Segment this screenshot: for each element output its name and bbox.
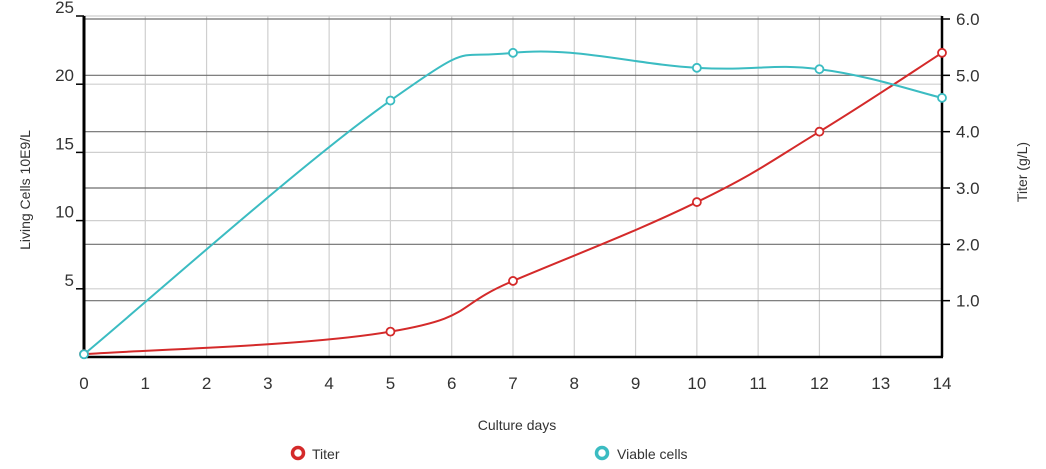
data-point-viable-cells[interactable] bbox=[814, 64, 825, 75]
data-point-viable-cells[interactable] bbox=[937, 92, 947, 103]
y-right-tick-label: 2.0 bbox=[956, 235, 980, 254]
right-axis-gridlines bbox=[84, 18, 942, 302]
data-point-titer[interactable] bbox=[385, 326, 396, 337]
x-tick-label: 2 bbox=[202, 374, 211, 393]
right-y-axis-title: Titer (g/L) bbox=[1014, 142, 1030, 202]
x-tick-label: 11 bbox=[749, 374, 767, 393]
legend-marker-viable-cells bbox=[594, 445, 610, 461]
x-tick-label: 6 bbox=[447, 374, 456, 393]
x-tick-label: 14 bbox=[933, 374, 952, 393]
y-left-tick-label: 5 bbox=[65, 271, 74, 290]
x-axis-ticks: 0 1 2 3 4 5 6 7 8 9 10 11 12 13 14 bbox=[79, 374, 951, 393]
x-tick-label: 0 bbox=[79, 374, 88, 393]
y-left-tick-label: 20 bbox=[55, 66, 74, 85]
legend-item-viable-cells[interactable]: Viable cells bbox=[594, 445, 688, 462]
x-tick-label: 13 bbox=[871, 374, 890, 393]
data-point-viable-cells[interactable] bbox=[385, 95, 396, 106]
x-tick-label: 12 bbox=[810, 374, 829, 393]
data-point-viable-cells[interactable] bbox=[79, 349, 89, 360]
x-tick-label: 5 bbox=[386, 374, 395, 393]
legend-label-titer: Titer bbox=[312, 446, 340, 462]
legend-label-viable-cells: Viable cells bbox=[617, 446, 688, 462]
data-point-titer[interactable] bbox=[937, 47, 947, 58]
right-y-axis-ticks: 1.0 2.0 3.0 4.0 5.0 6.0 bbox=[942, 10, 980, 311]
left-y-axis-ticks: 5 10 15 20 25 bbox=[55, 0, 84, 290]
y-left-tick-label: 25 bbox=[55, 0, 74, 17]
data-point-titer[interactable] bbox=[814, 126, 825, 137]
x-tick-label: 7 bbox=[508, 374, 517, 393]
left-axis-gridlines bbox=[84, 15, 942, 290]
x-tick-label: 3 bbox=[263, 374, 272, 393]
y-right-tick-label: 1.0 bbox=[956, 292, 980, 311]
y-left-tick-label: 10 bbox=[55, 203, 74, 222]
series-points bbox=[79, 47, 947, 360]
x-tick-label: 9 bbox=[631, 374, 640, 393]
left-y-axis-title: Living Cells 10E9/L bbox=[17, 130, 33, 250]
x-tick-label: 4 bbox=[324, 374, 333, 393]
y-right-tick-label: 4.0 bbox=[956, 123, 980, 142]
x-tick-label: 8 bbox=[570, 374, 579, 393]
x-tick-label: 1 bbox=[141, 374, 150, 393]
legend-marker-titer bbox=[290, 445, 306, 461]
y-right-tick-label: 3.0 bbox=[956, 179, 980, 198]
data-point-viable-cells[interactable] bbox=[691, 62, 702, 73]
y-right-tick-label: 6.0 bbox=[956, 10, 980, 29]
y-left-tick-label: 15 bbox=[55, 134, 74, 153]
x-axis-title: Culture days bbox=[478, 417, 557, 433]
x-tick-label: 10 bbox=[687, 374, 706, 393]
data-point-viable-cells[interactable] bbox=[508, 47, 518, 58]
legend-item-titer[interactable]: Titer bbox=[290, 445, 340, 462]
data-point-titer[interactable] bbox=[508, 276, 518, 286]
y-right-tick-label: 5.0 bbox=[956, 66, 980, 85]
data-point-titer[interactable] bbox=[691, 197, 702, 207]
legend: Titer Viable cells bbox=[290, 445, 688, 462]
